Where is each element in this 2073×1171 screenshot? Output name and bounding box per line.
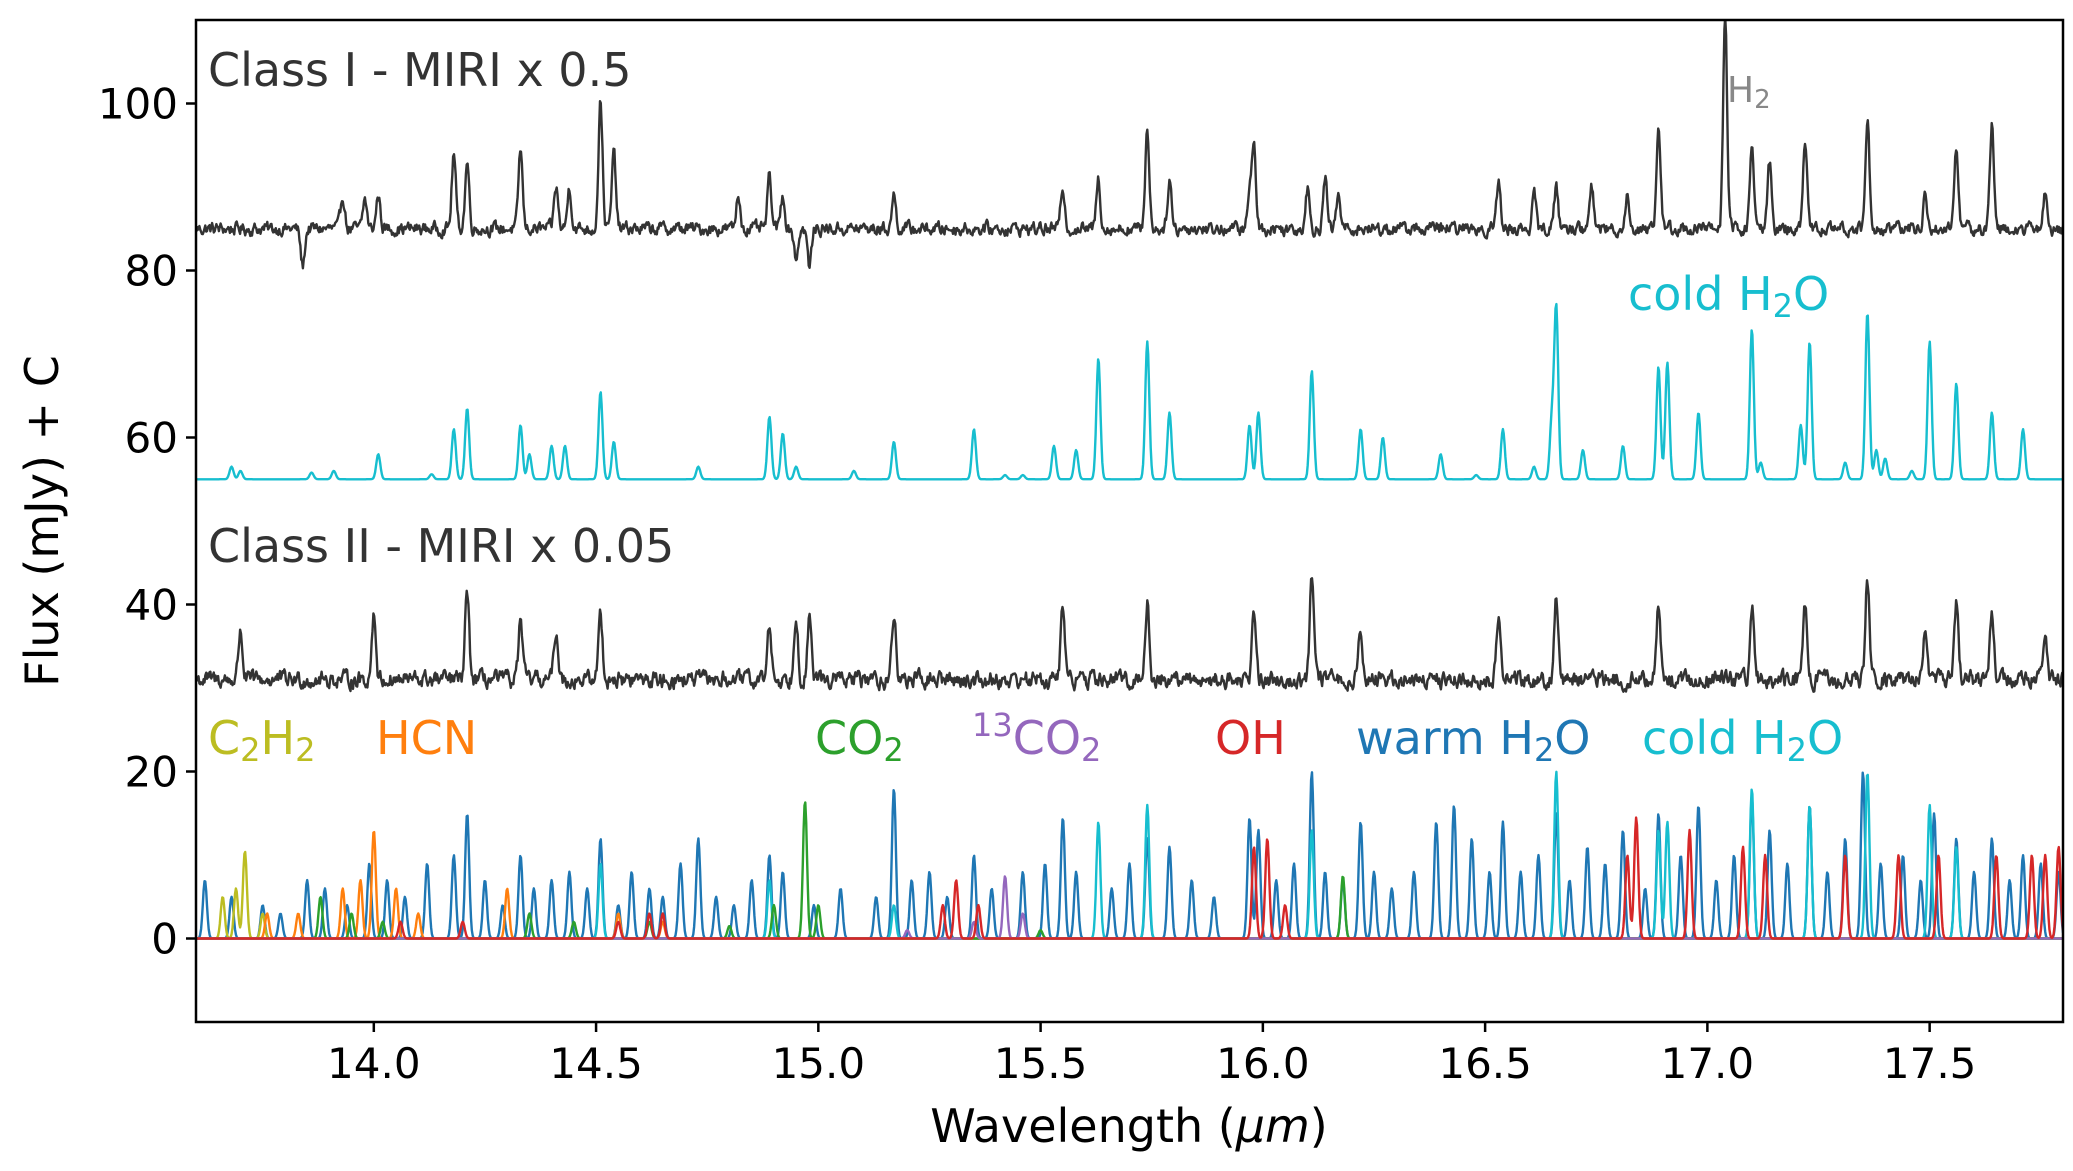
- label-13co2: 13CO2: [972, 706, 1101, 769]
- series-layer: [196, 20, 2063, 940]
- y-tick-label: 40: [125, 581, 178, 630]
- series-line-oh: [196, 816, 2063, 940]
- x-tick-label: 14.5: [549, 1039, 643, 1088]
- cold-h2o-upper-label: cold H2O: [1628, 267, 1829, 325]
- h2-label: H2: [1727, 70, 1771, 115]
- label-c2h2: C2H2: [208, 711, 315, 769]
- y-tick-label: 100: [98, 80, 178, 129]
- x-tick-label: 17.5: [1883, 1039, 1977, 1088]
- x-tick-label: 17.0: [1661, 1039, 1755, 1088]
- y-tick-label: 60: [125, 414, 178, 463]
- class1-label: Class I - MIRI x 0.5: [208, 43, 631, 97]
- series-line-class-i-miri-x-0-5: [196, 20, 2063, 270]
- class2-label: Class II - MIRI x 0.05: [208, 519, 674, 573]
- plot-frame: [194, 18, 2065, 1024]
- label-co2: CO2: [815, 711, 904, 769]
- x-tick-label: 14.0: [327, 1039, 421, 1088]
- x-tick-label: 16.0: [1216, 1039, 1310, 1088]
- y-tick-label: 80: [125, 247, 178, 296]
- x-tick-label: 15.5: [994, 1039, 1088, 1088]
- x-tick-label: 16.5: [1438, 1039, 1532, 1088]
- ticks-layer: 14.0 14.5 15.0 15.5 16.0 16.5 17.0 17.5 0 20 40 60 8…: [98, 80, 1977, 1089]
- y-axis-label: Flux (mJy) + C: [15, 355, 69, 687]
- y-tick-label: 20: [125, 748, 178, 797]
- label-warm-h2o: warm H2O: [1356, 711, 1591, 769]
- x-tick-label: 15.0: [772, 1039, 866, 1088]
- label-hcn: HCN: [376, 711, 477, 765]
- label-cold-h2o: cold H2O: [1642, 711, 1843, 769]
- series-line-class-ii-miri-x-0-05: [196, 577, 2063, 693]
- series-line-cold-h2o-model: [196, 302, 2063, 481]
- label-oh: OH: [1215, 711, 1286, 765]
- x-axis-label: Wavelength (μm): [930, 1099, 1327, 1153]
- y-tick-label: 0: [151, 915, 178, 964]
